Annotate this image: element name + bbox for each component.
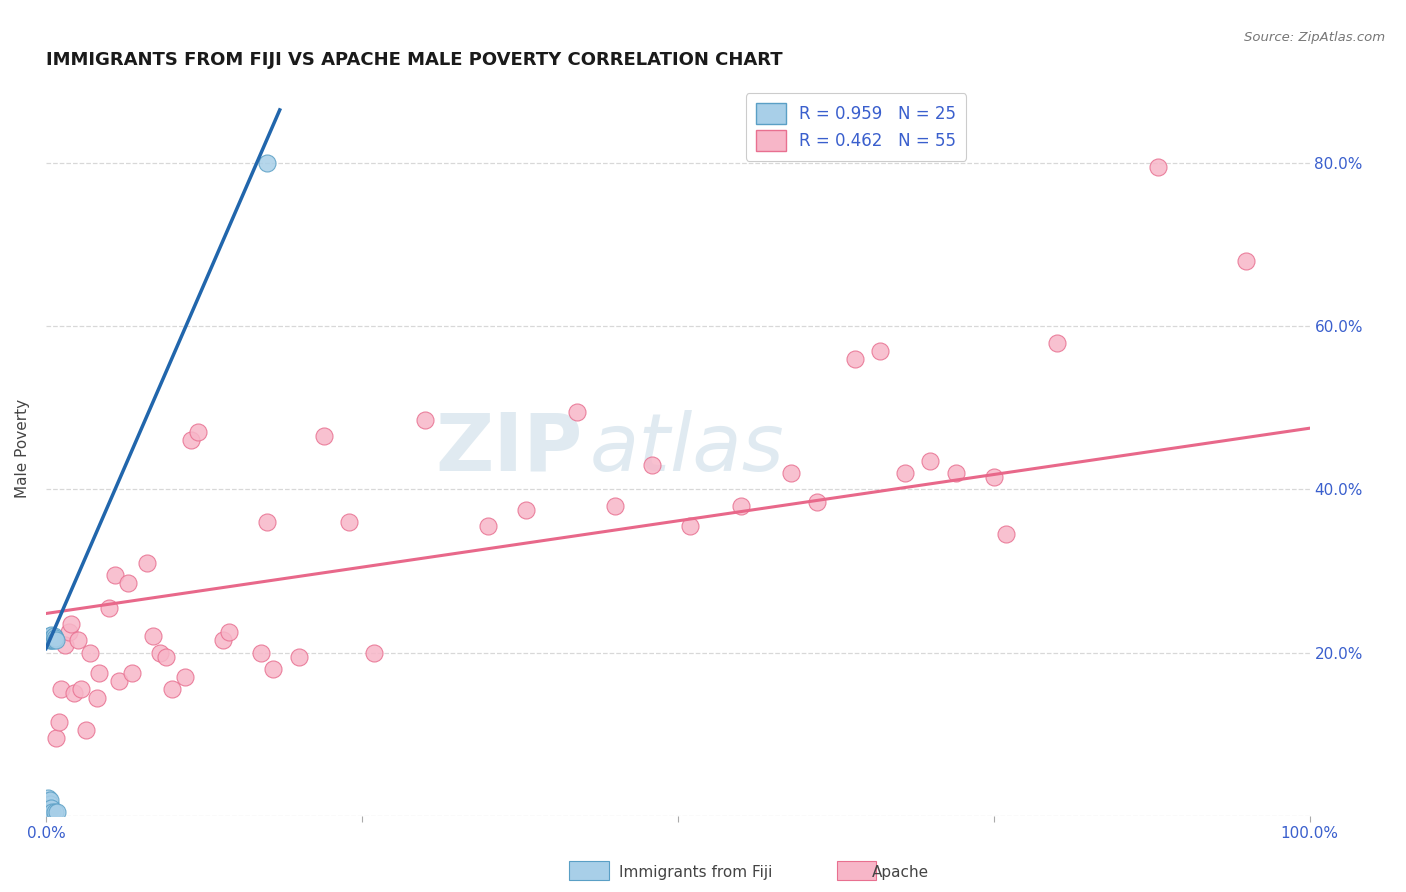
Point <box>37 802 59 816</box>
Point <box>58 625 80 640</box>
Point <box>262 662 284 676</box>
Point <box>187 425 209 440</box>
Point <box>70 682 93 697</box>
Point <box>41 805 63 819</box>
Y-axis label: Male Poverty: Male Poverty <box>15 399 30 499</box>
Point <box>42 633 65 648</box>
Text: atlas: atlas <box>589 409 785 488</box>
Point <box>565 405 588 419</box>
Point <box>45 633 67 648</box>
Point <box>62 686 84 700</box>
Point <box>641 458 664 472</box>
Text: ZIP: ZIP <box>436 409 583 488</box>
Point <box>945 466 967 480</box>
Point <box>920 454 942 468</box>
Point <box>37 807 59 822</box>
Point <box>780 466 803 480</box>
Point <box>256 515 278 529</box>
Point <box>45 731 67 746</box>
Point <box>42 629 65 643</box>
Point <box>212 633 235 648</box>
Point <box>121 666 143 681</box>
Point <box>38 801 60 815</box>
Point <box>37 801 59 815</box>
Point <box>1147 160 1170 174</box>
Point <box>162 682 184 697</box>
Point <box>894 466 917 480</box>
Text: Apache: Apache <box>872 865 929 880</box>
Point <box>98 600 121 615</box>
Point <box>256 156 278 170</box>
Point <box>477 519 499 533</box>
Point <box>87 666 110 681</box>
Point <box>218 625 240 640</box>
Point <box>86 690 108 705</box>
Point <box>75 723 97 738</box>
Point <box>44 631 66 645</box>
Point <box>49 682 72 697</box>
Point <box>39 801 62 815</box>
Point <box>844 351 866 366</box>
Point <box>1234 253 1257 268</box>
Point <box>79 646 101 660</box>
Point <box>38 629 60 643</box>
Point <box>869 343 891 358</box>
Text: IMMIGRANTS FROM FIJI VS APACHE MALE POVERTY CORRELATION CHART: IMMIGRANTS FROM FIJI VS APACHE MALE POVE… <box>46 51 783 69</box>
Point <box>38 792 60 806</box>
Point <box>117 576 139 591</box>
Point <box>363 646 385 660</box>
Point <box>37 791 59 805</box>
Point <box>983 470 1005 484</box>
Point <box>108 674 131 689</box>
Point <box>38 633 60 648</box>
Text: Immigrants from Fiji: Immigrants from Fiji <box>619 865 772 880</box>
Point <box>44 805 66 819</box>
Point <box>60 617 83 632</box>
Point <box>603 499 626 513</box>
Point <box>1046 335 1069 350</box>
Point <box>39 628 62 642</box>
Point <box>287 649 309 664</box>
Point <box>39 633 62 648</box>
Point <box>155 649 177 664</box>
Point <box>37 794 59 808</box>
Point <box>142 629 165 643</box>
Point <box>38 797 60 811</box>
Point <box>104 568 127 582</box>
Point <box>48 714 70 729</box>
Point <box>515 503 537 517</box>
Point <box>46 805 69 819</box>
Point <box>679 519 702 533</box>
Point <box>730 499 752 513</box>
Point <box>249 646 271 660</box>
Point <box>37 805 59 819</box>
Point <box>41 633 63 648</box>
Point <box>995 527 1018 541</box>
Point <box>149 646 172 660</box>
Point <box>41 631 63 645</box>
Point <box>136 556 159 570</box>
Legend: R = 0.959   N = 25, R = 0.462   N = 55: R = 0.959 N = 25, R = 0.462 N = 55 <box>747 94 966 161</box>
Point <box>312 429 335 443</box>
Text: Source: ZipAtlas.com: Source: ZipAtlas.com <box>1244 31 1385 45</box>
Point <box>337 515 360 529</box>
Point <box>806 494 828 508</box>
Point <box>180 434 202 448</box>
Point <box>66 633 89 648</box>
Point <box>413 413 436 427</box>
Point <box>37 807 59 822</box>
Point <box>53 638 76 652</box>
Point <box>174 670 197 684</box>
